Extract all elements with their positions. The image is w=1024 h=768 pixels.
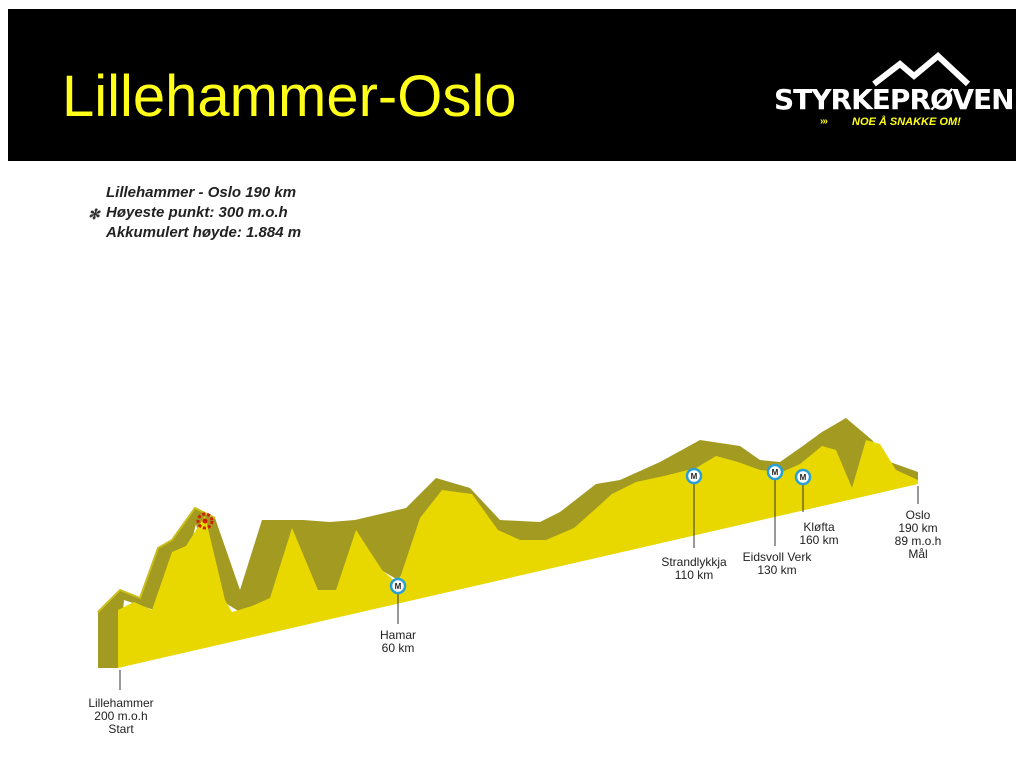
location-name: Strandlykkja <box>661 555 727 569</box>
highest-point: Høyeste punkt: 300 m.o.h <box>106 204 288 221</box>
location-name: Kløfta <box>803 520 835 534</box>
location-name: Oslo <box>905 508 931 522</box>
mat-station-klofta-icon: M <box>794 468 812 486</box>
styrkeproven-logo: STYRKEPRØVEN ››› NOE Å SNAKKE OM! <box>770 52 1015 132</box>
location-detail: 60 km <box>381 641 415 655</box>
location-detail: 89 m.o.h <box>894 534 942 548</box>
page-title: Lillehammer-Oslo <box>62 64 517 129</box>
route-distance: Lillehammer - Oslo 190 km <box>106 184 297 201</box>
location-detail: 110 km <box>674 568 714 582</box>
location-detail: 190 km <box>898 521 938 535</box>
location-hamar: Hamar 60 km <box>380 629 416 655</box>
profile-front-face <box>118 440 918 668</box>
marker-letter: M <box>395 582 402 591</box>
location-eidsvoll: Eidsvoll Verk 130 km <box>743 551 812 577</box>
location-name: Hamar <box>379 628 417 642</box>
location-lillehammer: Lillehammer 200 m.o.h Start <box>88 697 153 736</box>
route-info: Lillehammer - Oslo 190 km ✻ Høyeste punk… <box>88 183 302 243</box>
location-klofta: Kløfta 160 km <box>799 521 838 547</box>
location-name: Lillehammer <box>88 696 154 710</box>
mat-station-hamar-icon: M <box>389 577 407 595</box>
marker-letter: M <box>772 468 779 477</box>
location-detail: 200 m.o.h <box>94 709 148 723</box>
location-detail: Mål <box>908 547 928 561</box>
logo-arrows: ››› <box>820 116 828 127</box>
logo-tagline: NOE Å SNAKKE OM! <box>852 116 961 128</box>
location-strandlykkja: Strandlykkja 110 km <box>661 556 726 582</box>
header-bar <box>8 9 1016 161</box>
mat-station-strandlykkja-icon: M <box>685 467 703 485</box>
summit-marker-icon <box>196 512 214 530</box>
location-detail: 160 km <box>799 533 839 547</box>
marker-letter: M <box>691 472 698 481</box>
mat-station-eidsvoll-icon: M <box>766 463 784 481</box>
location-oslo: Oslo 190 km 89 m.o.h Mål <box>895 509 942 561</box>
accumulated-climb: Akkumulert høyde: 1.884 m <box>106 224 302 241</box>
location-detail: 130 km <box>757 563 797 577</box>
profile-side-face <box>98 418 918 668</box>
location-name: Eidsvoll Verk <box>742 550 812 564</box>
mountain-icon <box>872 52 971 87</box>
location-detail: Start <box>108 722 134 736</box>
logo-wordmark: STYRKEPRØVEN <box>774 83 1015 116</box>
summit-star-icon: ✻ <box>88 206 100 222</box>
marker-letter: M <box>800 473 807 482</box>
profile-ridge <box>97 506 216 613</box>
